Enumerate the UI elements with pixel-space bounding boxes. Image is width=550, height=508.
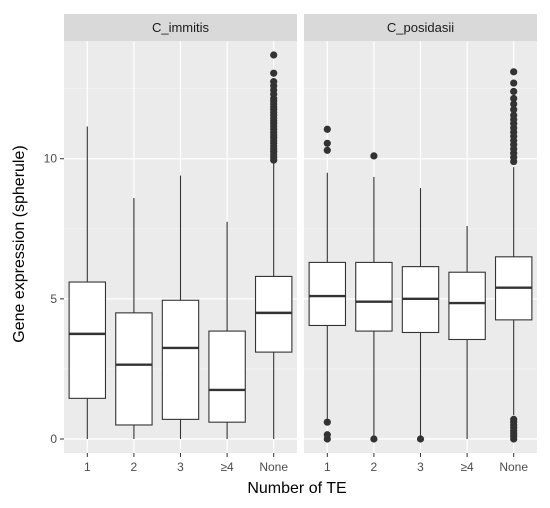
outlier-point — [323, 146, 331, 154]
outlier-point — [323, 139, 331, 147]
outlier-point — [510, 94, 518, 103]
x-tick-label: None — [499, 460, 528, 474]
x-tick-label: None — [259, 460, 288, 474]
y-tick-label: 5 — [50, 292, 57, 306]
outlier-point — [416, 435, 425, 443]
x-tick-label: 1 — [324, 460, 331, 474]
box-3 — [401, 188, 440, 443]
x-tick-label: 3 — [177, 460, 184, 474]
outlier-point — [323, 125, 331, 133]
x-axis-title: Number of TE — [247, 480, 346, 497]
box-1 — [308, 125, 347, 443]
y-axis-title: Gene expression (spherule) — [11, 145, 28, 342]
outlier-point — [370, 435, 378, 443]
iqr-box — [115, 312, 153, 426]
box-3 — [161, 175, 200, 439]
box-2 — [115, 197, 153, 439]
outlier-point — [510, 100, 518, 108]
outlier-point — [323, 418, 331, 426]
iqr-box — [68, 281, 107, 399]
strip-label: C_posidasii — [387, 20, 454, 35]
panel-c-immitis: C_immitis 1 2 3 ≥4 None — [64, 14, 297, 474]
x-tick-label: ≥4 — [220, 460, 234, 474]
outlier-point — [270, 51, 278, 59]
outlier-point — [510, 415, 518, 423]
box-4 — [208, 221, 246, 439]
strip-background — [304, 14, 537, 41]
box-5 — [254, 51, 293, 439]
outlier-point — [510, 79, 518, 87]
x-tick-label: 2 — [371, 460, 378, 474]
box-1 — [68, 126, 107, 439]
iqr-box — [448, 271, 486, 341]
outlier-point — [510, 106, 518, 114]
outlier-point — [323, 431, 331, 439]
x-tick-label: ≥4 — [460, 460, 474, 474]
x-tick-label: 3 — [417, 460, 424, 474]
x-tick-label: 2 — [131, 460, 138, 474]
box-4 — [448, 225, 486, 439]
box-2 — [355, 152, 393, 443]
panel-c-posidasii: C_posidasii 1 2 3 ≥4 None — [304, 14, 537, 474]
y-axis: 0 5 10 — [44, 152, 64, 446]
strip-background — [64, 14, 297, 41]
outlier-point — [510, 87, 518, 96]
iqr-box — [254, 275, 293, 353]
outlier-point — [510, 68, 518, 76]
iqr-box — [208, 330, 246, 423]
iqr-box — [308, 261, 347, 327]
outlier-point — [370, 152, 378, 160]
y-tick-label: 0 — [50, 432, 57, 446]
box-5 — [494, 68, 533, 443]
outlier-point — [510, 111, 518, 119]
x-tick-label: 1 — [84, 460, 91, 474]
outlier-point — [270, 78, 278, 86]
strip-label: C_immitis — [152, 20, 210, 35]
panels: C_immitis 1 2 3 ≥4 None C_posidasii 1 2 3 ≥4 None — [64, 14, 537, 474]
outlier-point — [270, 69, 278, 77]
iqr-box — [355, 261, 393, 332]
iqr-box — [161, 299, 200, 420]
y-tick-label: 10 — [44, 152, 58, 166]
